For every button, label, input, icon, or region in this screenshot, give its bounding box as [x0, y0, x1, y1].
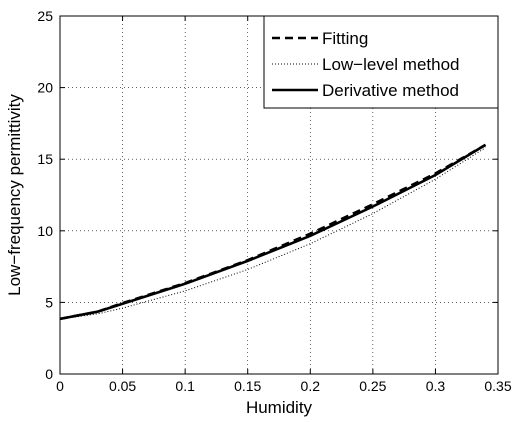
series-line-solid [59, 143, 487, 321]
y-tick-label: 20 [37, 80, 53, 96]
x-tick-label: 0.05 [109, 378, 136, 394]
legend-box [263, 15, 499, 109]
x-tick-label: 0.25 [359, 378, 386, 394]
x-axis-label: Humidity [246, 398, 313, 417]
series-line-dotted [59, 147, 486, 320]
x-tick-label: 0 [56, 378, 64, 394]
axis-ticks: 0 0.05 0.1 0.15 0.2 0.25 0.3 0.35 0 5 10 15 20 25 [37, 8, 511, 394]
grid [60, 16, 498, 374]
series-line-dashed [59, 143, 487, 321]
x-tick-label: 0.35 [484, 378, 511, 394]
y-tick-label: 10 [37, 223, 53, 239]
legend: Fitting Low−level method Derivative method [263, 15, 499, 109]
y-tick-label: 25 [37, 8, 53, 24]
y-axis-label: Low−frequency permittivity [5, 94, 24, 296]
x-tick-label: 0.2 [301, 378, 321, 394]
x-tick-label: 0.15 [234, 378, 261, 394]
legend-label: Derivative method [322, 81, 459, 100]
series-lines [59, 143, 487, 321]
y-tick-label: 5 [45, 294, 53, 310]
legend-label: Fitting [322, 29, 368, 48]
x-tick-label: 0.3 [426, 378, 446, 394]
y-tick-label: 0 [45, 366, 53, 382]
y-tick-label: 15 [37, 151, 53, 167]
x-tick-label: 0.1 [175, 378, 195, 394]
legend-label: Low−level method [322, 55, 460, 74]
